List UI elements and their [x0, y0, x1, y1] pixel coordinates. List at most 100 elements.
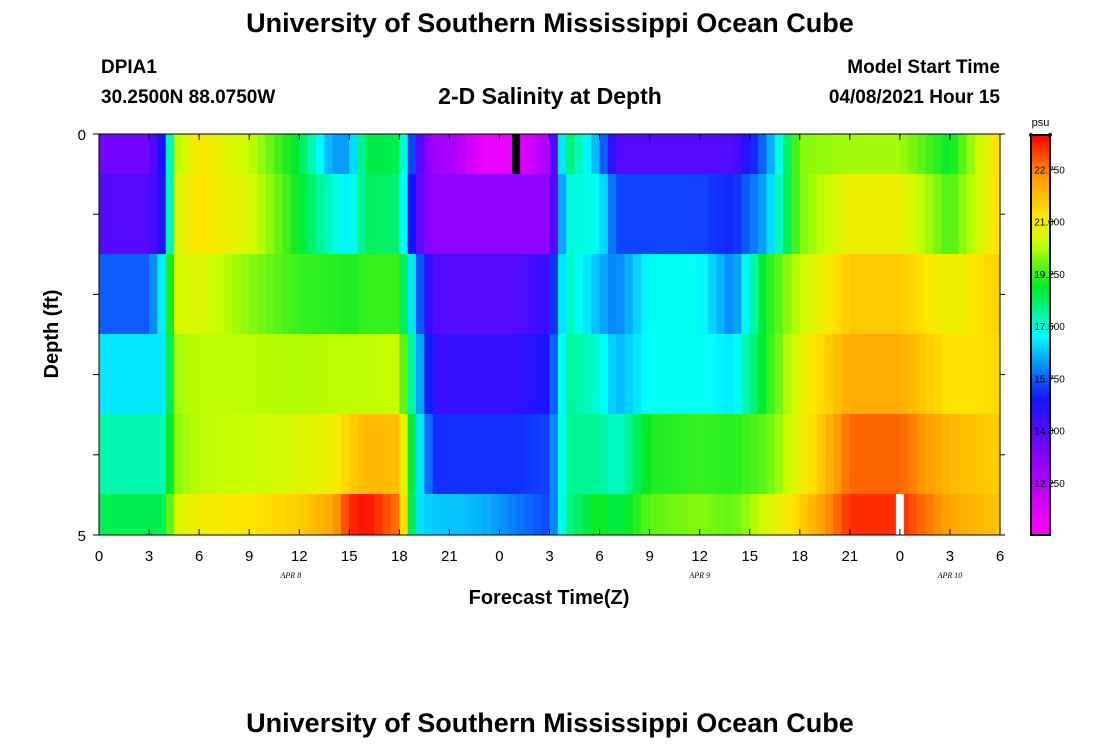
- heatmap-cell: [674, 414, 684, 494]
- heatmap-cell: [866, 134, 876, 174]
- heatmap-cell: [616, 414, 626, 494]
- colorbar-segment: [1031, 441, 1050, 444]
- heatmap-cell: [491, 254, 501, 334]
- heatmap-cell: [783, 174, 793, 254]
- colorbar-segment: [1031, 455, 1050, 458]
- heatmap-cell: [808, 134, 818, 174]
- heatmap-cell: [616, 174, 626, 254]
- heatmap-cell: [799, 254, 809, 334]
- heatmap-cell: [107, 134, 117, 174]
- heatmap-cell: [632, 254, 642, 334]
- heatmap-cell: [407, 134, 417, 174]
- colorbar-segment: [1031, 225, 1050, 228]
- colorbar-segment: [1031, 189, 1050, 192]
- colorbar-segment: [1031, 159, 1050, 162]
- heatmap-cell: [474, 254, 484, 334]
- colorbar-segment: [1031, 351, 1050, 354]
- heatmap-cell: [632, 414, 642, 494]
- heatmap-cell: [924, 334, 934, 414]
- heatmap-cell: [466, 414, 476, 494]
- heatmap-cell: [908, 254, 918, 334]
- colorbar-segment: [1031, 231, 1050, 234]
- heatmap-cell: [758, 134, 767, 174]
- colorbar-segment: [1031, 499, 1050, 502]
- colorbar-segment: [1031, 423, 1050, 426]
- heatmap-cell: [833, 494, 843, 535]
- x-tick-label: 21: [441, 548, 458, 565]
- heatmap-cell: [449, 414, 459, 494]
- heatmap-cell: [574, 414, 584, 494]
- heatmap-cell: [824, 254, 834, 334]
- heatmap-cell: [866, 254, 876, 334]
- heatmap-cell: [883, 134, 893, 174]
- colorbar-segment: [1031, 445, 1050, 448]
- heatmap-cell: [649, 174, 659, 254]
- heatmap-cell: [549, 134, 559, 174]
- heatmap-cell: [799, 494, 809, 535]
- heatmap-cell: [315, 254, 325, 334]
- colorbar-segment: [1031, 275, 1050, 278]
- colorbar-segment: [1031, 403, 1050, 406]
- heatmap-cell: [307, 334, 317, 414]
- heatmap-cell: [691, 134, 701, 174]
- colorbar-frame: [1030, 134, 1051, 536]
- heatmap-cell: [424, 174, 434, 254]
- colorbar-segment: [1031, 449, 1050, 452]
- heatmap-cell: [466, 174, 476, 254]
- heatmap-cell: [441, 134, 450, 174]
- heatmap-cell: [282, 414, 292, 494]
- heatmap-cell: [115, 174, 125, 254]
- heatmap-cell: [390, 334, 400, 414]
- heatmap-cell: [824, 134, 834, 174]
- colorbar-segment: [1031, 487, 1050, 490]
- colorbar-segment: [1031, 479, 1050, 482]
- heatmap-cell: [649, 414, 659, 494]
- heatmap-cell: [941, 134, 951, 174]
- heatmap-cell: [741, 414, 751, 494]
- heatmap-cell: [899, 174, 909, 254]
- y-tick-label: 5: [78, 528, 86, 545]
- heatmap-cell: [991, 134, 1001, 174]
- x-tick-label: 6: [195, 548, 203, 565]
- colorbar-segment: [1031, 171, 1050, 174]
- heatmap-cell: [532, 494, 542, 535]
- colorbar-segment: [1031, 293, 1050, 296]
- date-label: APR 10: [937, 571, 963, 580]
- heatmap-cell: [849, 134, 859, 174]
- heatmap-cell: [866, 174, 876, 254]
- heatmap-cell: [641, 414, 651, 494]
- colorbar-segment: [1031, 353, 1050, 356]
- heatmap-cell: [899, 334, 909, 414]
- colorbar-tick-label: 15.750: [1034, 374, 1065, 385]
- colorbar-segment: [1031, 211, 1050, 214]
- colorbar-segment: [1031, 515, 1050, 518]
- heatmap-cell: [332, 494, 342, 535]
- heatmap-cell: [749, 494, 759, 535]
- heatmap-cell: [624, 494, 634, 535]
- colorbar-segment: [1031, 265, 1050, 268]
- heatmap-cell: [299, 254, 309, 334]
- heatmap-cell: [282, 174, 292, 254]
- colorbar-segment: [1031, 167, 1050, 170]
- heatmap-cell: [974, 494, 984, 535]
- x-tick-label: 12: [691, 548, 708, 565]
- heatmap-cell: [991, 494, 1001, 535]
- colorbar-segment: [1031, 283, 1050, 286]
- heatmap-cell: [716, 494, 726, 535]
- colorbar-segment: [1031, 355, 1050, 358]
- heatmap-cell: [591, 494, 601, 535]
- heatmap-cell: [691, 494, 701, 535]
- heatmap-cell: [883, 414, 893, 494]
- x-tick-label: 15: [341, 548, 358, 565]
- heatmap-cell: [124, 414, 133, 494]
- heatmap-cells: [99, 134, 1001, 535]
- heatmap-cell: [165, 254, 175, 334]
- heatmap-cell: [416, 254, 425, 334]
- heatmap-cell: [299, 494, 309, 535]
- colorbar-segment: [1031, 511, 1050, 514]
- heatmap-cell: [132, 134, 142, 174]
- heatmap-cell: [249, 174, 259, 254]
- heatmap-cell: [682, 134, 692, 174]
- heatmap-cell: [666, 414, 676, 494]
- heatmap-cell: [966, 174, 976, 254]
